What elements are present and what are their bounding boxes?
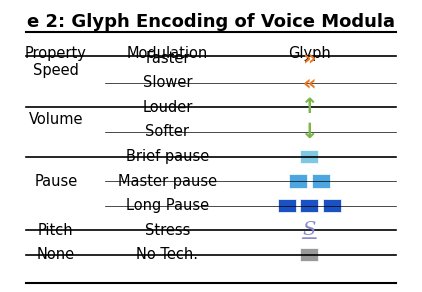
- Text: Glyph: Glyph: [288, 46, 331, 61]
- FancyBboxPatch shape: [278, 199, 296, 213]
- FancyBboxPatch shape: [300, 199, 319, 213]
- Text: Master pause: Master pause: [118, 173, 217, 189]
- Text: «: «: [303, 73, 316, 93]
- FancyBboxPatch shape: [323, 199, 341, 213]
- Text: Speed: Speed: [33, 63, 79, 78]
- Text: Property: Property: [25, 46, 87, 61]
- FancyBboxPatch shape: [300, 150, 319, 164]
- Text: »: »: [303, 48, 316, 68]
- Text: Long Pause: Long Pause: [126, 198, 209, 213]
- Text: Pitch: Pitch: [38, 223, 74, 237]
- Text: Brief pause: Brief pause: [126, 149, 209, 164]
- Text: No Tech.: No Tech.: [136, 247, 198, 262]
- Text: Louder: Louder: [142, 100, 193, 115]
- FancyBboxPatch shape: [300, 248, 319, 261]
- Text: Pause: Pause: [34, 173, 78, 189]
- Text: e 2: Glyph Encoding of Voice Modula: e 2: Glyph Encoding of Voice Modula: [27, 13, 395, 31]
- Text: ↑: ↑: [300, 98, 318, 117]
- Text: Slower: Slower: [143, 75, 192, 91]
- Text: None: None: [37, 247, 75, 262]
- Text: Stress: Stress: [145, 223, 190, 237]
- Text: ↓: ↓: [300, 122, 318, 142]
- Text: Volume: Volume: [29, 112, 83, 127]
- Text: Modulation: Modulation: [127, 46, 208, 61]
- Text: Softer: Softer: [146, 124, 189, 140]
- Text: Faster: Faster: [145, 51, 190, 66]
- FancyBboxPatch shape: [311, 174, 330, 188]
- Text: S: S: [303, 221, 316, 239]
- FancyBboxPatch shape: [289, 174, 307, 188]
